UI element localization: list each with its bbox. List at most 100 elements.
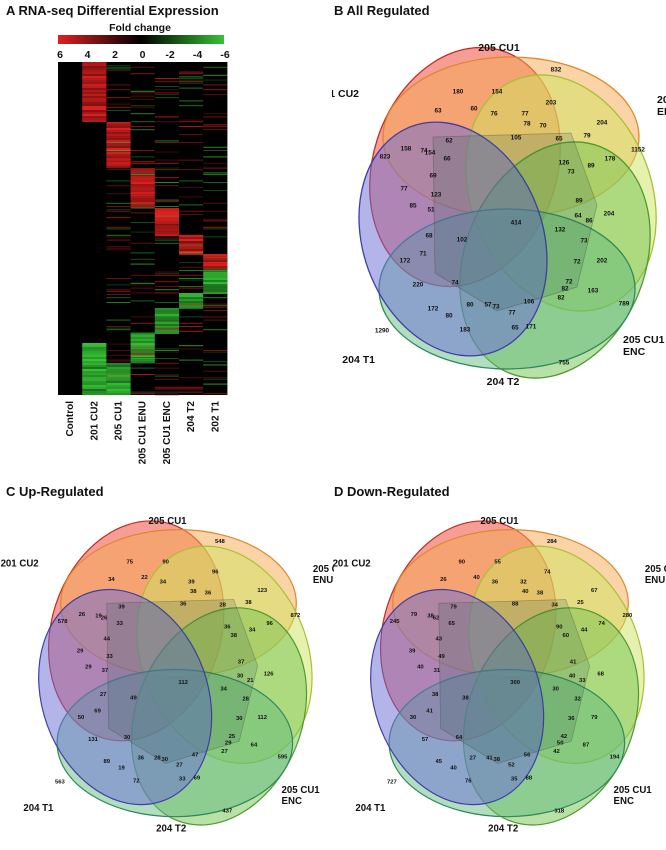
venn-count: 47 <box>192 753 199 759</box>
venn-core-overlap <box>106 599 259 764</box>
venn-count: 85 <box>409 203 417 210</box>
venn-count: 1152 <box>631 147 645 154</box>
venn-count: 65 <box>448 621 455 627</box>
panel-d-letter: D <box>334 484 344 499</box>
venn-count: 112 <box>257 715 267 721</box>
venn-count: 69 <box>94 708 101 714</box>
venn-count: 126 <box>264 672 275 678</box>
venn-count: 203 <box>546 100 557 107</box>
venn-count: 89 <box>575 198 583 205</box>
venn-count: 158 <box>401 146 412 153</box>
venn-count: 68 <box>597 672 604 678</box>
venn-count: 300 <box>510 680 521 686</box>
venn-count: 38 <box>493 757 500 763</box>
venn-count: 76 <box>465 778 472 784</box>
venn-count: 25 <box>229 734 236 740</box>
venn-count: 73 <box>567 169 575 176</box>
venn-count: 180 <box>453 89 464 96</box>
venn-count: 789 <box>619 301 630 308</box>
panel-c-title: C Up-Regulated <box>6 484 104 499</box>
venn-count: 27 <box>470 755 477 761</box>
venn-count: 90 <box>162 559 169 565</box>
venn-count: 30 <box>236 716 243 722</box>
venn-set-label: 204 T1 <box>342 354 375 366</box>
venn-count: 72 <box>573 259 581 266</box>
heatmap-grid <box>58 62 228 396</box>
venn-up-regulated: 578 75 90 548 96 123 872 126 595 64 437 69 72 563 89 50… <box>1 516 334 834</box>
venn-set-label: 204 T2 <box>487 376 520 388</box>
venn-count: 245 <box>390 619 401 625</box>
venn-count: 26 <box>79 612 86 618</box>
venn-count: 38 <box>245 600 252 606</box>
venn-count: 41 <box>426 708 433 714</box>
venn-count: 41 <box>486 755 493 761</box>
venn-count: 123 <box>431 192 442 199</box>
venn-count: 36 <box>205 591 212 597</box>
venn-count: 74 <box>420 148 428 155</box>
venn-count: 75 <box>126 559 133 565</box>
venn-set-label: 205 CU1 <box>148 516 187 527</box>
venn-count: 44 <box>103 637 110 643</box>
venn-count: 105 <box>511 135 522 142</box>
scale-tick-label: 2 <box>112 49 118 61</box>
venn-count: 19 <box>118 765 125 771</box>
venn-count: 30 <box>124 735 131 741</box>
venn-count: 36 <box>224 625 231 631</box>
venn-set-label: 201 CU2 <box>1 558 39 569</box>
venn-count: 86 <box>585 218 593 225</box>
venn-count: 66 <box>443 156 451 163</box>
venn-count: 26 <box>440 577 447 583</box>
heatmap-column-label: 205 CU1 ENC <box>162 401 173 464</box>
venn-count: 50 <box>78 715 85 721</box>
heatmap-column-label: Control <box>65 401 76 437</box>
venn-count: 37 <box>102 668 109 674</box>
venn-count: 823 <box>380 154 391 161</box>
venn-set-label: 204 T2 <box>156 823 186 834</box>
venn-count: 25 <box>577 600 584 606</box>
venn-count: 563 <box>55 779 66 785</box>
venn-set-label: 205 CU1 ENC <box>623 334 665 358</box>
venn-count: 40 <box>417 664 424 670</box>
venn-count: 727 <box>387 779 398 785</box>
venn-count: 126 <box>559 160 570 167</box>
venn-count: 33 <box>116 621 123 627</box>
venn-count: 318 <box>554 809 565 815</box>
venn-count: 27 <box>100 692 107 698</box>
venn-count: 36 <box>180 602 187 608</box>
venn-count: 39 <box>409 649 416 655</box>
heatmap-column-label: 205 CU1 <box>114 401 125 441</box>
panel-a-title: A RNA-seq Differential Expression <box>6 3 219 18</box>
venn-count: 96 <box>212 570 219 576</box>
venn-core-overlap <box>438 599 591 764</box>
venn-count: 89 <box>103 759 110 765</box>
venn-count: 42 <box>561 734 568 740</box>
venn-count: 72 <box>133 778 140 784</box>
venn-count: 68 <box>425 233 433 240</box>
venn-count: 76 <box>490 111 498 118</box>
venn-count: 56 <box>524 753 531 759</box>
panel-b-title: B All Regulated <box>334 3 430 18</box>
venn-count: 65 <box>511 325 519 332</box>
venn-count: 34 <box>249 627 256 633</box>
venn-count: 82 <box>557 295 565 302</box>
venn-count: 78 <box>523 121 531 128</box>
scale-tick-label: -2 <box>165 49 174 61</box>
heatmap-column-label: 201 CU2 <box>89 401 100 441</box>
venn-count: 28 <box>242 696 249 702</box>
venn-count: 154 <box>492 89 503 96</box>
venn-count: 70 <box>539 123 547 130</box>
venn-count: 73 <box>492 304 500 311</box>
venn-count: 52 <box>508 763 515 769</box>
venn-count: 154 <box>425 150 436 157</box>
venn-set-label: 201 CU2 <box>332 88 359 100</box>
venn-count: 29 <box>85 664 92 670</box>
venn-count: 82 <box>561 286 569 293</box>
venn-count: 57 <box>484 302 492 309</box>
venn-count: 64 <box>456 735 463 741</box>
venn-count: 80 <box>466 302 474 309</box>
venn-count: 80 <box>445 313 453 320</box>
